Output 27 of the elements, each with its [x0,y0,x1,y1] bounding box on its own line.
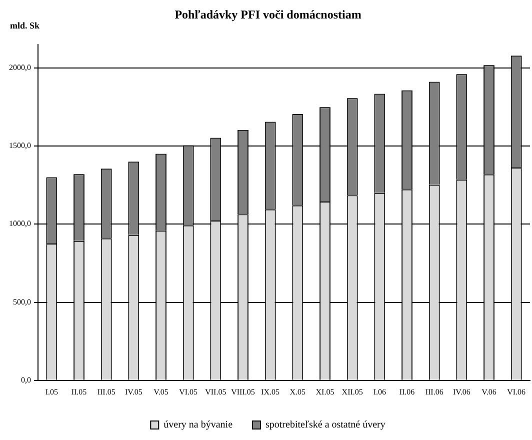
x-tick-label: III.06 [425,387,444,396]
x-tick-label: I.06 [373,387,386,396]
legend-label: spotrebiteľské a ostatné úvery [266,420,386,431]
y-tick-label: 1500,0 [9,141,31,150]
x-tick-label: V.06 [482,387,496,396]
x-tick-label: II.05 [71,387,87,396]
y-tick-label: 0,0 [21,375,31,384]
x-tick-label: VI.05 [179,387,198,396]
x-tick-label: IV.06 [452,387,470,396]
x-tick-label: II.06 [399,387,415,396]
x-tick-label: V.05 [154,387,168,396]
y-tick-label: 2000,0 [9,62,31,72]
y-tick-label: 1000,0 [9,219,31,228]
x-tick-label: VI.06 [507,387,526,396]
x-tick-label: I.05 [45,387,58,396]
x-tick-label: IX.05 [261,387,280,396]
x-tick-label: VIII.05 [231,387,255,396]
y-axis-title: mld. Sk [10,20,40,30]
legend-label: úvery na bývanie [164,420,234,431]
x-tick-label: IV.05 [124,387,142,396]
x-tick-label: VII.05 [205,387,226,396]
x-tick-label: III.05 [97,387,116,396]
y-tick-label: 500,0 [13,297,31,306]
chart-title: Pohľadávky PFI voči domácnostiam [174,7,362,22]
x-tick-label: X.05 [290,387,306,396]
x-tick-label: XII.05 [342,387,363,396]
x-tick-label: XI.05 [316,387,334,396]
